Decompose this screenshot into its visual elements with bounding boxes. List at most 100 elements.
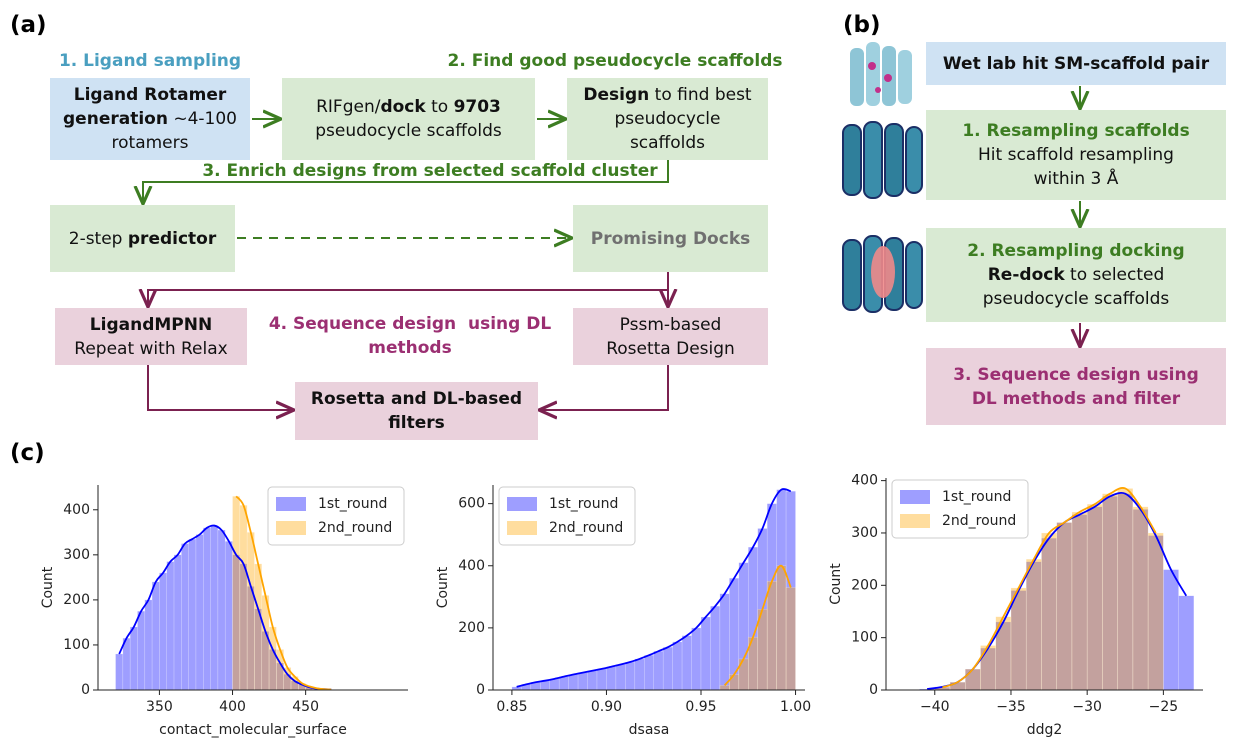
hist-bar <box>692 628 701 690</box>
hist-bar <box>1102 494 1117 690</box>
box-text: filters <box>388 413 445 433</box>
box-line: Design to find best <box>583 83 751 107</box>
x-axis-label: dsasa <box>629 722 670 738</box>
flow-box: RIFgen/dock to 9703pseudocycle scaffolds <box>282 78 535 160</box>
chart: 0100200300400−40−35−30−25ddg2Count1st_ro… <box>828 473 1203 738</box>
heading-line: 2. Find good pseudocycle scaffolds <box>448 49 783 73</box>
box-text: pseudocycle scaffolds <box>315 121 502 141</box>
x-tick-label: 0.85 <box>496 699 527 715</box>
y-tick-label: 100 <box>63 637 90 653</box>
hist-bar <box>625 662 634 690</box>
box-text: ~4-100 <box>168 109 237 129</box>
flow-box: Wet lab hit SM-scaffold pair <box>926 42 1226 85</box>
hist-bar <box>196 535 203 690</box>
box-line: Promising Docks <box>591 227 751 251</box>
box-line: DL methods and filter <box>972 387 1180 411</box>
y-axis-label: Count <box>828 563 844 605</box>
flow-box: Design to find bestpseudocyclescaffolds <box>567 78 768 160</box>
box-text: to selected <box>1065 265 1165 285</box>
hist-bar <box>1179 596 1194 690</box>
box-text: RIFgen/ <box>316 97 380 117</box>
box-text: Pssm-based <box>620 315 722 335</box>
legend-label: 2nd_round <box>942 513 1016 529</box>
hist-bar <box>123 638 130 690</box>
heading-line: 4. Sequence design using DL <box>269 312 551 336</box>
hist-bar <box>145 600 152 690</box>
hist-bar <box>1163 570 1178 690</box>
box-text: 1. Resampling scaffolds <box>962 121 1189 141</box>
hist-bar <box>211 526 218 690</box>
hist-bar <box>980 646 995 690</box>
y-tick-label: 200 <box>458 620 485 636</box>
arrow <box>541 365 668 410</box>
legend-label: 2nd_round <box>318 520 392 536</box>
hist-bar <box>710 606 719 690</box>
x-axis-label: ddg2 <box>1027 722 1063 738</box>
hist-bar <box>233 496 240 690</box>
x-tick-label: 350 <box>146 699 173 715</box>
hist-bar <box>167 562 174 690</box>
flow-box: 2-step predictor <box>50 205 235 272</box>
hist-bar <box>240 505 247 690</box>
hist-bar <box>606 667 615 690</box>
flow-heading: 2. Find good pseudocycle scaffolds <box>448 49 783 73</box>
hist-bar <box>1057 522 1072 690</box>
x-tick-label: 1.00 <box>780 699 811 715</box>
legend-label: 1st_round <box>942 489 1011 505</box>
y-tick-label: 400 <box>63 502 90 518</box>
y-tick-label: 300 <box>851 525 878 541</box>
hist-bar <box>786 588 795 691</box>
box-text: Rosetta and DL-based <box>311 389 522 409</box>
hist-bar <box>1133 507 1148 690</box>
box-line: LigandMPNN <box>90 313 212 337</box>
box-line: Hit scaffold resampling <box>978 143 1174 167</box>
x-tick-label: 450 <box>292 699 319 715</box>
hist-bar <box>218 530 225 690</box>
panel-label: (c) <box>10 440 45 466</box>
hist-bar <box>1148 533 1163 690</box>
legend-swatch <box>900 514 930 528</box>
hist-bar <box>189 539 196 690</box>
heading-line: methods <box>269 336 551 360</box>
hist-bar <box>116 654 123 690</box>
flow-heading: 1. Ligand sampling <box>59 49 241 73</box>
box-line: Ligand Rotamer <box>74 83 227 107</box>
y-tick-label: 200 <box>851 577 878 593</box>
box-text: LigandMPNN <box>90 315 212 335</box>
hist-bar <box>777 566 786 690</box>
arrow <box>148 272 668 305</box>
box-text: rotamers <box>112 133 189 153</box>
hist-bar <box>1041 533 1056 690</box>
hist-bar <box>1087 504 1102 690</box>
y-tick-label: 100 <box>851 630 878 646</box>
x-axis-label: contact_molecular_surface <box>159 722 347 738</box>
legend-swatch <box>507 497 537 511</box>
box-text: 2. Resampling docking <box>967 241 1184 261</box>
box-line: Repeat with Relax <box>74 337 227 361</box>
flow-box: Promising Docks <box>573 205 768 272</box>
box-text: 9703 <box>454 97 501 117</box>
hist-bar <box>729 674 738 690</box>
hist-bar <box>569 674 578 690</box>
hist-bar <box>130 627 137 690</box>
legend-swatch <box>276 521 306 535</box>
box-text: DL methods and filter <box>972 389 1180 409</box>
y-axis-label: Count <box>40 566 56 608</box>
hist-bar <box>654 651 663 690</box>
legend-swatch <box>276 497 306 511</box>
hist-bar <box>682 636 691 690</box>
box-line: 2-step predictor <box>69 227 217 251</box>
x-tick-label: 0.95 <box>685 699 716 715</box>
hist-bar <box>950 682 965 690</box>
hist-bar <box>1118 488 1133 690</box>
box-line: Rosetta and DL-based <box>311 387 522 411</box>
legend-swatch <box>507 521 537 535</box>
box-text: generation <box>63 109 168 129</box>
box-text: to find best <box>649 85 751 105</box>
y-tick-label: 0 <box>476 682 485 698</box>
box-line: generation ~4-100 <box>63 107 237 131</box>
